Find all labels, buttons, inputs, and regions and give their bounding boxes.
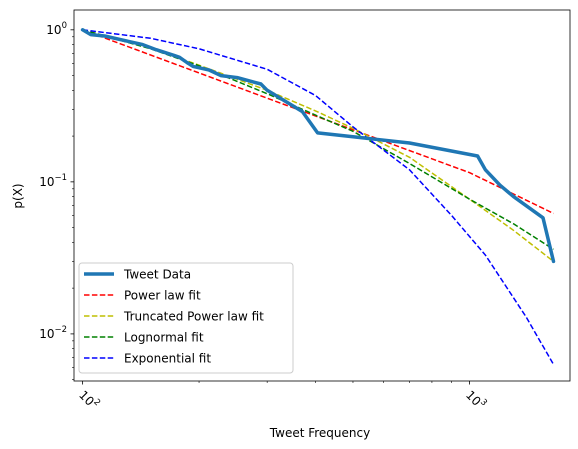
y-tick-label-2: 10−2 bbox=[39, 325, 67, 341]
legend: Tweet Data Power law fit Truncated Power l… bbox=[78, 262, 294, 374]
y-tick-label-0: 100 bbox=[46, 21, 67, 37]
y-tick-label-1: 10−1 bbox=[39, 173, 67, 189]
legend-label-2: Truncated Power law fit bbox=[123, 310, 264, 324]
series-layer bbox=[80, 28, 556, 365]
legend-box bbox=[78, 262, 294, 374]
x-axis-label: Tweet Frequency bbox=[269, 426, 370, 440]
legend-label-0: Tweet Data bbox=[123, 268, 191, 282]
legend-label-1: Power law fit bbox=[124, 289, 201, 303]
plot-frame bbox=[73, 9, 571, 382]
y-axis-label: p(X) bbox=[11, 183, 25, 208]
series-line-4 bbox=[82, 29, 555, 365]
series-line-0 bbox=[80, 28, 556, 264]
legend-label-4: Exponential fit bbox=[124, 352, 211, 366]
legend-label-3: Lognormal fit bbox=[124, 331, 204, 345]
